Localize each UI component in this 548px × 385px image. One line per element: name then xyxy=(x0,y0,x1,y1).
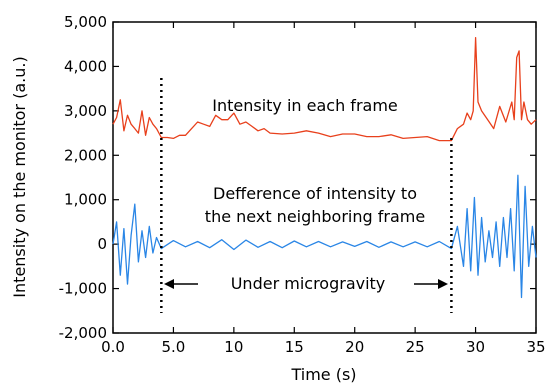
annotation-layer: Intensity in each frame Defference of in… xyxy=(160,78,453,313)
y-tick-label: 1,000 xyxy=(64,191,107,209)
x-tick-label: 5.0 xyxy=(161,338,185,356)
y-tick-label: 5,000 xyxy=(64,13,107,31)
x-tick-label: 20 xyxy=(345,338,364,356)
y-tick-label: -2,000 xyxy=(59,324,107,342)
series-line-1 xyxy=(112,36,537,142)
y-tick-label: 4,000 xyxy=(64,57,107,75)
microgravity-label: Under microgravity xyxy=(231,274,386,293)
x-tick-label: 25 xyxy=(406,338,425,356)
difference-label-line2: the next neighboring frame xyxy=(205,207,425,226)
difference-label-line1: Defference of intensity to xyxy=(213,184,417,203)
y-tick-label: -1,000 xyxy=(59,280,107,298)
series-line-2 xyxy=(112,174,537,299)
intensity-label: Intensity in each frame xyxy=(212,96,398,115)
x-tick-label: 15 xyxy=(285,338,304,356)
y-tick-label: 2,000 xyxy=(64,146,107,164)
axis-ticks: 0.0 5.0 10 15 20 25 30 35 -2,000 -1,000 0 1,000 2,00… xyxy=(59,13,546,356)
right-arrow-head xyxy=(438,279,448,289)
x-axis-title: Time (s) xyxy=(290,365,356,384)
x-tick-label: 10 xyxy=(224,338,243,356)
x-tick-label: 30 xyxy=(466,338,485,356)
y-tick-label: 0 xyxy=(97,235,107,253)
y-axis-title: Intensity on the monitor (a.u.) xyxy=(10,56,29,297)
plot-frame xyxy=(112,21,537,334)
series-layer xyxy=(112,36,537,299)
left-arrow-head xyxy=(164,279,174,289)
y-tick-label: 3,000 xyxy=(64,102,107,120)
x-tick-label: 35 xyxy=(526,338,545,356)
x-tick-label: 0.0 xyxy=(101,338,125,356)
